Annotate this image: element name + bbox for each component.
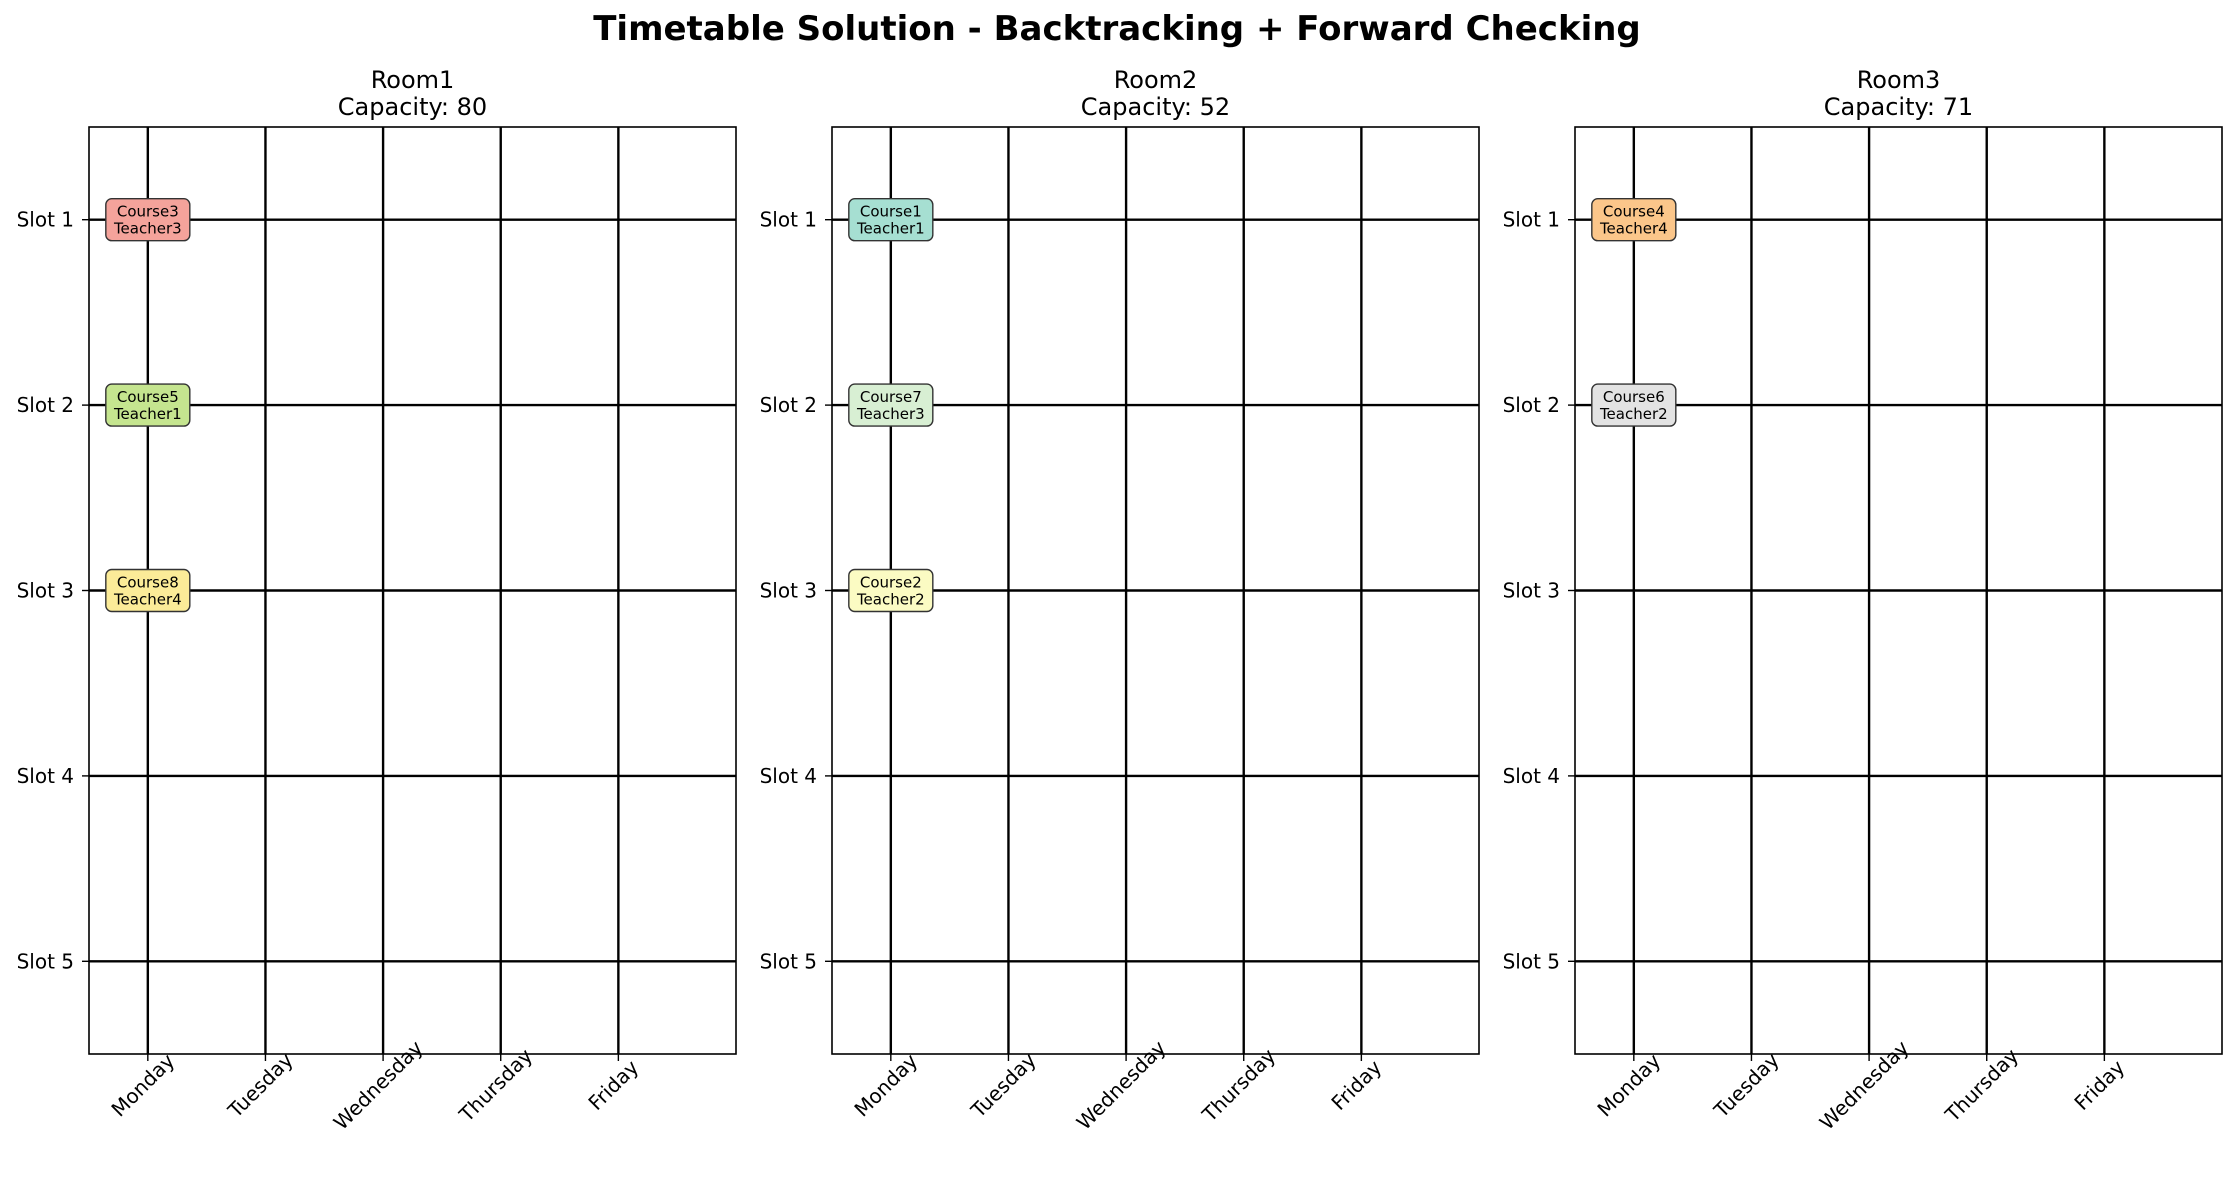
y-tick-label: Slot 3 <box>17 579 74 603</box>
course-box-bg <box>848 383 934 427</box>
x-tick-label: Monday <box>849 1049 922 1122</box>
course-label: Course6 <box>1603 388 1665 406</box>
y-tick-label: Slot 3 <box>1503 579 1560 603</box>
y-tick-label: Slot 1 <box>1503 208 1560 232</box>
x-tick-label: Thursday <box>1197 1044 1281 1128</box>
y-tick-label: Slot 5 <box>17 949 74 973</box>
teacher-label: Teacher3 <box>113 220 182 238</box>
x-tick-label: Thursday <box>454 1044 538 1128</box>
x-tick-label: Friday <box>2069 1055 2129 1115</box>
course-label: Course3 <box>117 203 179 221</box>
course-box-bg <box>105 568 191 613</box>
teacher-label: Teacher4 <box>1599 220 1668 238</box>
teacher-label: Teacher4 <box>113 591 182 609</box>
y-tick-label: Slot 5 <box>1503 949 1560 973</box>
room-name: Room1 <box>371 66 455 94</box>
x-tick-label: Tuesday <box>1709 1048 1784 1123</box>
y-tick-label: Slot 3 <box>760 579 817 603</box>
teacher-label: Teacher1 <box>113 405 182 423</box>
x-tick-label: Friday <box>1326 1055 1386 1115</box>
x-tick-label: Monday <box>1592 1049 1665 1122</box>
y-tick-label: Slot 2 <box>1503 393 1560 417</box>
room-name: Room2 <box>1114 66 1198 94</box>
y-tick-label: Slot 1 <box>17 208 74 232</box>
course-label: Course2 <box>860 574 922 592</box>
course-label: Course1 <box>860 203 922 221</box>
x-tick-label: Friday <box>583 1055 643 1115</box>
course-label: Course4 <box>1603 203 1665 221</box>
room-capacity: Capacity: 80 <box>338 93 487 121</box>
y-tick-label: Slot 2 <box>17 393 74 417</box>
course-label: Course8 <box>117 574 179 592</box>
teacher-label: Teacher2 <box>1599 405 1668 423</box>
x-tick-label: Tuesday <box>223 1048 298 1123</box>
room-capacity: Capacity: 52 <box>1081 93 1230 121</box>
course-box-bg <box>848 568 934 613</box>
y-tick-label: Slot 4 <box>1503 764 1560 788</box>
teacher-label: Teacher3 <box>856 405 925 423</box>
x-tick-label: Wednesday <box>329 1036 428 1135</box>
teacher-label: Teacher2 <box>856 591 925 609</box>
room-capacity: Capacity: 71 <box>1824 93 1973 121</box>
course-box-bg <box>1591 197 1677 242</box>
course-label: Course7 <box>860 388 922 406</box>
course-box-bg <box>848 197 934 242</box>
course-box-bg <box>105 383 191 427</box>
y-tick-label: Slot 5 <box>760 949 817 973</box>
y-tick-label: Slot 2 <box>760 393 817 417</box>
x-tick-label: Tuesday <box>966 1048 1041 1123</box>
x-tick-label: Wednesday <box>1072 1036 1171 1135</box>
y-tick-label: Slot 4 <box>760 764 817 788</box>
x-tick-label: Monday <box>106 1049 179 1122</box>
room-name: Room3 <box>1857 66 1941 94</box>
course-box-bg <box>1591 383 1677 427</box>
course-box-bg <box>105 197 191 242</box>
y-tick-label: Slot 1 <box>760 208 817 232</box>
figure-title: Timetable Solution - Backtracking + Forw… <box>593 9 1641 49</box>
teacher-label: Teacher1 <box>856 220 925 238</box>
y-tick-label: Slot 4 <box>17 764 74 788</box>
x-tick-label: Thursday <box>1940 1044 2024 1128</box>
x-tick-label: Wednesday <box>1815 1036 1914 1135</box>
course-label: Course5 <box>117 388 179 406</box>
